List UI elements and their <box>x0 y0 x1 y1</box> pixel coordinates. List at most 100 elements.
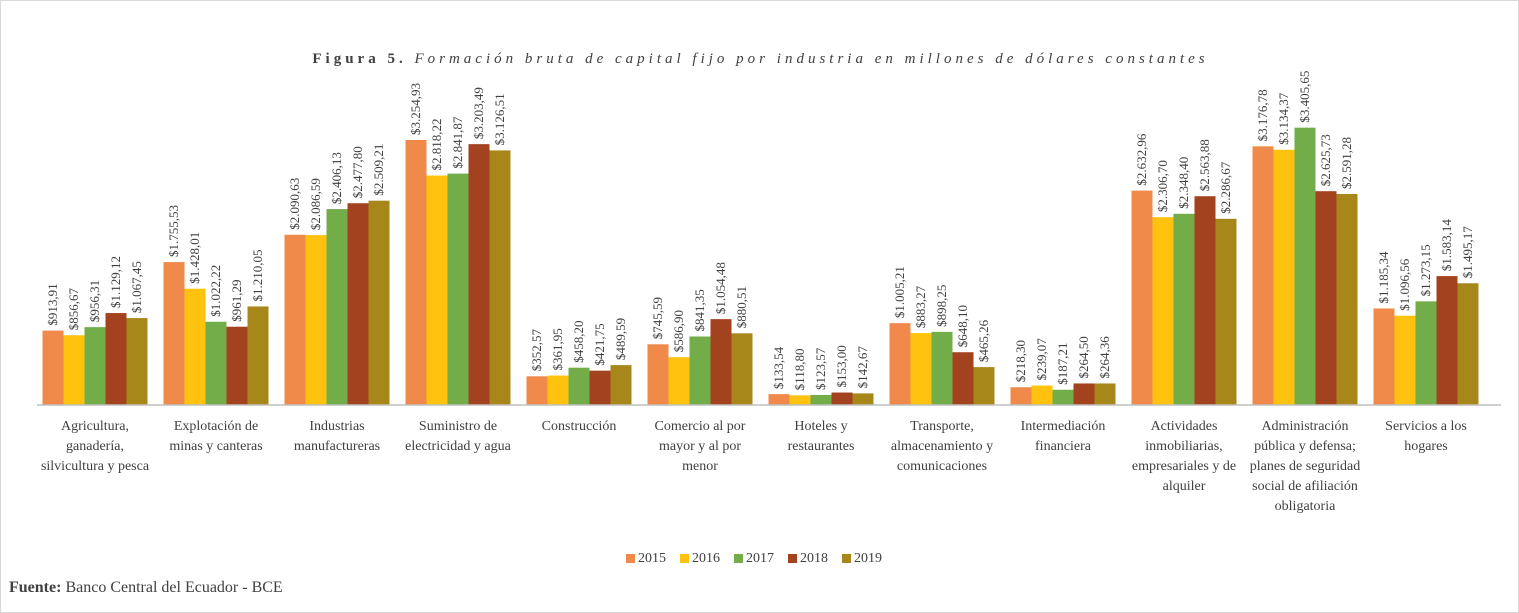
legend-swatch <box>680 554 689 563</box>
bar <box>468 144 490 405</box>
value-label: $2.591,28 <box>1339 137 1354 189</box>
legend-label: 2018 <box>800 551 828 566</box>
legend-label: 2019 <box>854 551 882 566</box>
x-tick-label: Hoteles y restaurantes <box>787 419 855 454</box>
value-label: $153,00 <box>834 345 849 387</box>
bar <box>526 376 548 405</box>
x-tick-label: Intermediación financiera <box>1020 419 1106 454</box>
bar <box>1315 191 1337 405</box>
bar <box>1052 389 1074 405</box>
x-tick-label: Comercio al por mayor y al por menor <box>654 419 746 474</box>
bar <box>1010 387 1032 405</box>
bar <box>789 395 811 405</box>
value-label: $1.273,15 <box>1418 244 1433 296</box>
value-label: $898,25 <box>934 285 949 327</box>
value-label: $421,75 <box>592 323 607 365</box>
value-label: $2.625,73 <box>1318 134 1333 186</box>
legend-swatch <box>734 554 743 563</box>
value-label: $465,26 <box>976 319 991 362</box>
bar <box>689 336 711 405</box>
bar <box>1194 196 1216 405</box>
source-label: Fuente: <box>9 579 62 596</box>
bar <box>1073 383 1095 405</box>
bar <box>305 235 327 405</box>
value-label: $883,27 <box>913 285 928 328</box>
value-label: $264,50 <box>1076 336 1091 378</box>
value-label: $3.176,78 <box>1255 89 1270 141</box>
x-tick-label: Actividades inmobiliarias, empresariales… <box>1131 419 1237 494</box>
bar <box>1457 283 1479 405</box>
x-tick-label: Transporte, almacenamiento y comunicacio… <box>890 419 994 474</box>
bar <box>1094 383 1116 405</box>
value-label: $1.185,34 <box>1376 251 1391 304</box>
bar <box>852 393 874 405</box>
bar <box>1415 301 1437 405</box>
bar <box>889 323 911 405</box>
value-label: $745,59 <box>650 297 665 339</box>
value-label: $142,67 <box>855 346 870 389</box>
x-tick-label: Agricultura, ganadería, silvicultura y p… <box>40 419 150 474</box>
value-label: $913,91 <box>45 283 60 325</box>
legend-swatch <box>788 554 797 563</box>
bar <box>284 234 306 405</box>
bar <box>184 288 206 405</box>
bar <box>226 326 248 405</box>
bar <box>668 357 690 405</box>
chart-title: Figura 5. Formación bruta de capital fij… <box>1 51 1518 68</box>
legend-label: 2016 <box>692 551 720 566</box>
bar <box>126 318 148 405</box>
value-label: $239,07 <box>1034 338 1049 381</box>
bar <box>1252 146 1274 405</box>
legend-swatch <box>626 554 635 563</box>
x-tick-label: Explotación de minas y canteras <box>169 419 263 454</box>
bar <box>1173 213 1195 405</box>
value-label: $856,67 <box>66 287 81 330</box>
bar <box>1131 190 1153 405</box>
bar <box>910 333 932 405</box>
value-label: $1.022,22 <box>208 265 223 317</box>
value-label: $1.210,05 <box>250 249 265 301</box>
bar <box>710 319 732 405</box>
figure-label: Figura 5. <box>312 51 407 67</box>
value-label: $1.129,12 <box>108 256 123 308</box>
bar <box>368 200 390 405</box>
value-label: $187,21 <box>1055 343 1070 385</box>
value-label: $1.755,53 <box>166 205 181 257</box>
value-label: $961,29 <box>229 279 244 321</box>
bar <box>1436 276 1458 405</box>
source-note: Fuente: Banco Central del Ecuador - BCE <box>9 579 283 597</box>
value-label: $956,31 <box>87 280 102 322</box>
value-label: $2.406,13 <box>329 152 344 204</box>
bar <box>1215 218 1237 405</box>
value-label: $118,80 <box>792 349 807 391</box>
value-label: $586,90 <box>671 310 686 352</box>
bar <box>731 333 753 405</box>
value-label: $2.632,96 <box>1134 133 1149 186</box>
bar <box>647 344 669 405</box>
bar <box>205 321 227 405</box>
value-label: $218,30 <box>1013 340 1028 382</box>
value-label: $2.090,63 <box>287 178 302 230</box>
value-label: $2.348,40 <box>1176 157 1191 209</box>
value-label: $1.096,56 <box>1397 258 1412 311</box>
value-label: $264,36 <box>1097 336 1112 379</box>
bar <box>1373 308 1395 405</box>
bar <box>1394 315 1416 405</box>
x-tick-label: Suministro de electricidad y agua <box>405 419 511 454</box>
value-label: $648,10 <box>955 305 970 347</box>
value-label: $841,35 <box>692 289 707 331</box>
value-label: $2.509,21 <box>371 144 386 196</box>
value-label: $458,20 <box>571 320 586 362</box>
value-label: $361,95 <box>550 328 565 370</box>
value-label: $2.477,80 <box>350 146 365 198</box>
value-label: $123,57 <box>813 347 828 390</box>
value-label: $352,57 <box>529 329 544 372</box>
bar <box>1336 193 1358 405</box>
bar <box>610 365 632 405</box>
value-label: $3.126,51 <box>492 93 507 145</box>
x-tick-label: Construcción <box>541 419 617 434</box>
value-label: $3.405,65 <box>1297 71 1312 123</box>
value-label: $2.818,22 <box>429 119 444 171</box>
bar <box>105 313 127 405</box>
